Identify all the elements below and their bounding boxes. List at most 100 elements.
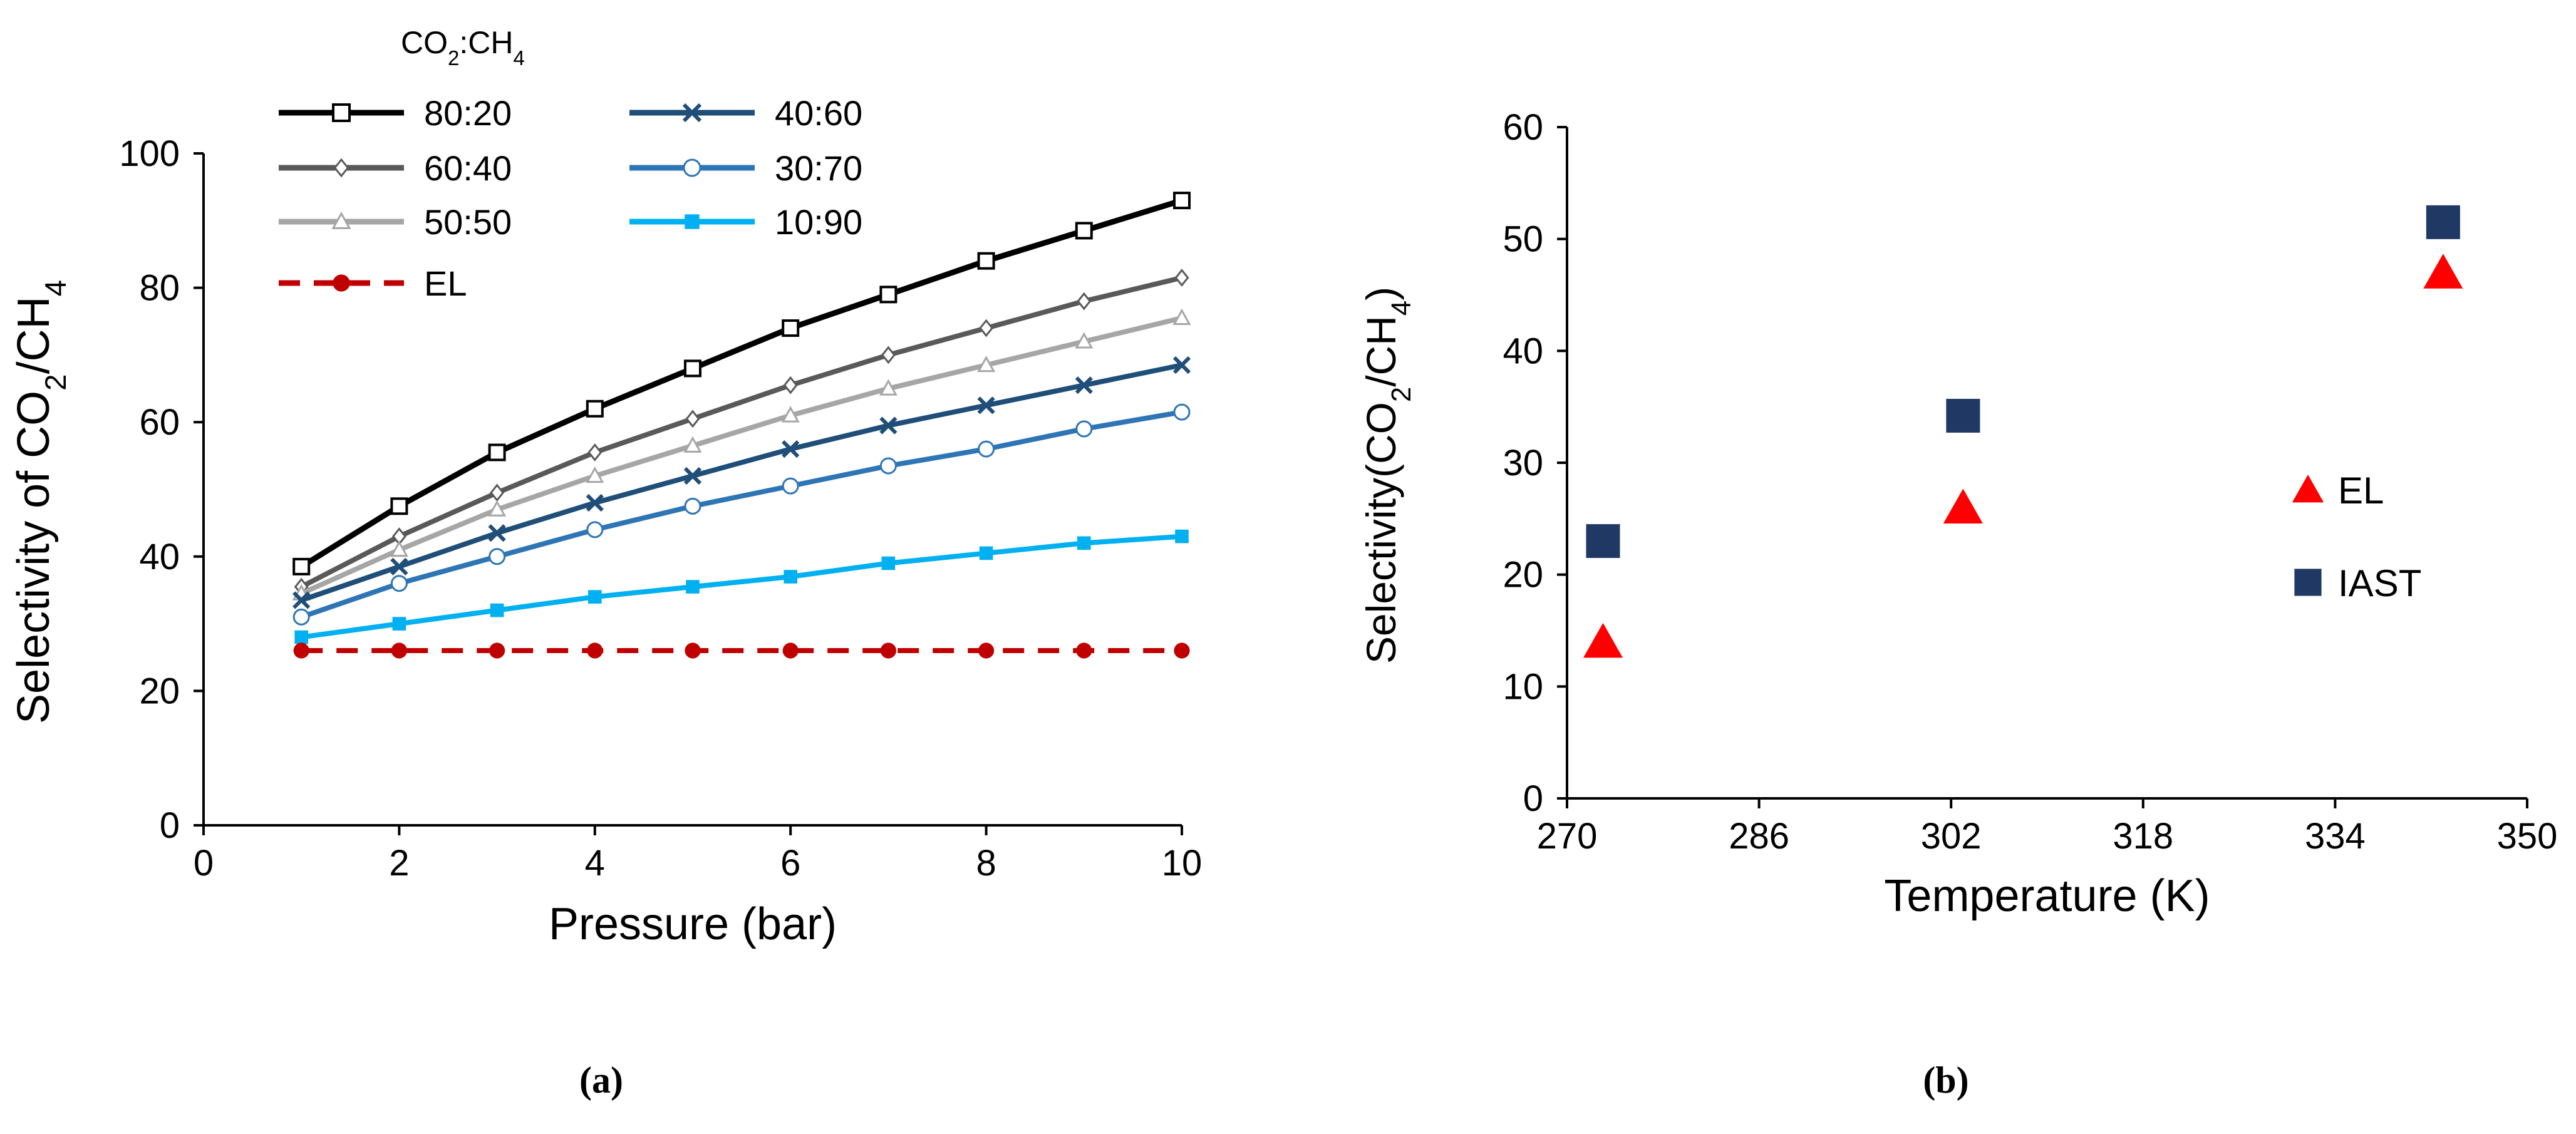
- legend-marker: [331, 211, 351, 229]
- data-point: [683, 436, 702, 453]
- data-point: [292, 608, 310, 626]
- legend-marker: [683, 158, 701, 177]
- data-point: [489, 548, 506, 565]
- data-point: [881, 556, 896, 570]
- x-tick-label: 0: [194, 843, 214, 884]
- data-point: [1173, 192, 1191, 210]
- data-point: [978, 440, 995, 458]
- legend-label: 40:60: [775, 93, 862, 133]
- legend-label: 10:90: [775, 202, 862, 242]
- data-point: [879, 416, 897, 435]
- data-point: [1075, 420, 1093, 438]
- data-point: [784, 570, 797, 584]
- panel-label-a: (a): [579, 1059, 623, 1101]
- data-point: [879, 457, 897, 475]
- legend-item-30:70: 30:70: [629, 148, 862, 188]
- x-tick-label: 2: [389, 843, 409, 884]
- legend-marker: [2294, 569, 2322, 596]
- legend-a: CO2:CH4 80:20 60:40 50:50 EL 40:60 30:70 10:90: [279, 25, 862, 303]
- data-point: [588, 590, 602, 604]
- series-EL: [1583, 254, 2463, 658]
- marker-stroke: [1172, 356, 1191, 374]
- x-tick-label: 286: [1729, 816, 1789, 857]
- legend-title: CO2:CH4: [401, 25, 525, 70]
- data-point: [293, 642, 309, 659]
- marker-stroke: [682, 103, 702, 123]
- data-point: [1586, 524, 1620, 559]
- series-40:60: [292, 356, 1191, 609]
- data-point: [294, 630, 308, 644]
- legend-item-IAST: IAST: [2294, 562, 2421, 604]
- data-point: [586, 399, 604, 418]
- series-60:40: [294, 269, 1189, 596]
- legend-label: IAST: [2338, 562, 2421, 604]
- y-tick-label: 60: [139, 402, 180, 443]
- data-point: [979, 319, 994, 338]
- data-point: [488, 500, 507, 517]
- legend-marker: [685, 214, 700, 229]
- data-point: [2423, 254, 2463, 289]
- y-tick-label: 10: [1503, 666, 1543, 707]
- legend-marker: [333, 274, 350, 292]
- data-point: [587, 642, 603, 659]
- y-tick-label: 100: [119, 133, 180, 174]
- x-tick-label: 334: [2305, 816, 2366, 857]
- data-point: [586, 466, 604, 483]
- data-point: [292, 557, 311, 575]
- series-EL: [293, 642, 1190, 659]
- data-point: [1174, 269, 1189, 287]
- panel-label-b: (b): [1923, 1059, 1968, 1101]
- x-tick-label: 302: [1921, 816, 1982, 857]
- series-80:20: [292, 192, 1191, 575]
- y-tick-label: 80: [139, 268, 180, 309]
- data-point: [684, 497, 701, 515]
- data-point: [979, 546, 993, 560]
- data-point: [587, 443, 603, 461]
- data-point: [488, 443, 506, 461]
- data-point: [490, 603, 504, 617]
- legend-label: 80:20: [424, 93, 512, 133]
- series-line-80:20: [299, 197, 1183, 569]
- y-axis-label: Selectivity of CO2/CH4: [9, 280, 73, 724]
- marker-stroke: [782, 440, 800, 458]
- data-point: [1172, 356, 1191, 374]
- legend-item-50:50: 50:50: [279, 202, 512, 242]
- legend-item-40:60: 40:60: [629, 93, 862, 133]
- data-point: [390, 557, 408, 576]
- y-tick-label: 40: [139, 537, 180, 577]
- data-point: [781, 406, 800, 423]
- series-line-40:60: [300, 363, 1182, 603]
- data-point: [392, 617, 406, 631]
- y-tick-label: 0: [1523, 778, 1543, 819]
- data-point: [782, 440, 800, 458]
- legend-item-EL: EL: [279, 264, 467, 303]
- legend-label: EL: [2338, 470, 2384, 512]
- data-point: [1943, 488, 1983, 523]
- legend-item-80:20: 80:20: [279, 93, 512, 133]
- data-point: [1075, 332, 1094, 349]
- data-point: [390, 575, 408, 592]
- data-point: [1075, 376, 1093, 394]
- data-point: [1077, 536, 1091, 550]
- marker-stroke: [683, 466, 702, 485]
- legend-item-10:90: 10:90: [629, 202, 862, 242]
- data-point: [978, 642, 995, 659]
- x-axis-label: Pressure (bar): [549, 899, 837, 949]
- series-line-60:40: [300, 275, 1182, 589]
- x-tick-label: 318: [2113, 816, 2173, 857]
- data-point: [1172, 308, 1191, 325]
- series-line-30:70: [300, 410, 1182, 620]
- data-point: [1076, 642, 1092, 659]
- legend-label: 60:40: [424, 148, 512, 188]
- y-tick-label: 20: [139, 671, 180, 711]
- data-point: [881, 346, 896, 364]
- data-point: [1583, 622, 1623, 658]
- y-tick-label: 50: [1503, 219, 1543, 260]
- data-point: [586, 521, 604, 539]
- y-tick-label: 20: [1503, 555, 1543, 595]
- y-tick-label: 60: [1503, 107, 1543, 148]
- marker-stroke: [586, 493, 604, 512]
- x-tick-label: 6: [780, 843, 800, 884]
- data-point: [488, 524, 506, 542]
